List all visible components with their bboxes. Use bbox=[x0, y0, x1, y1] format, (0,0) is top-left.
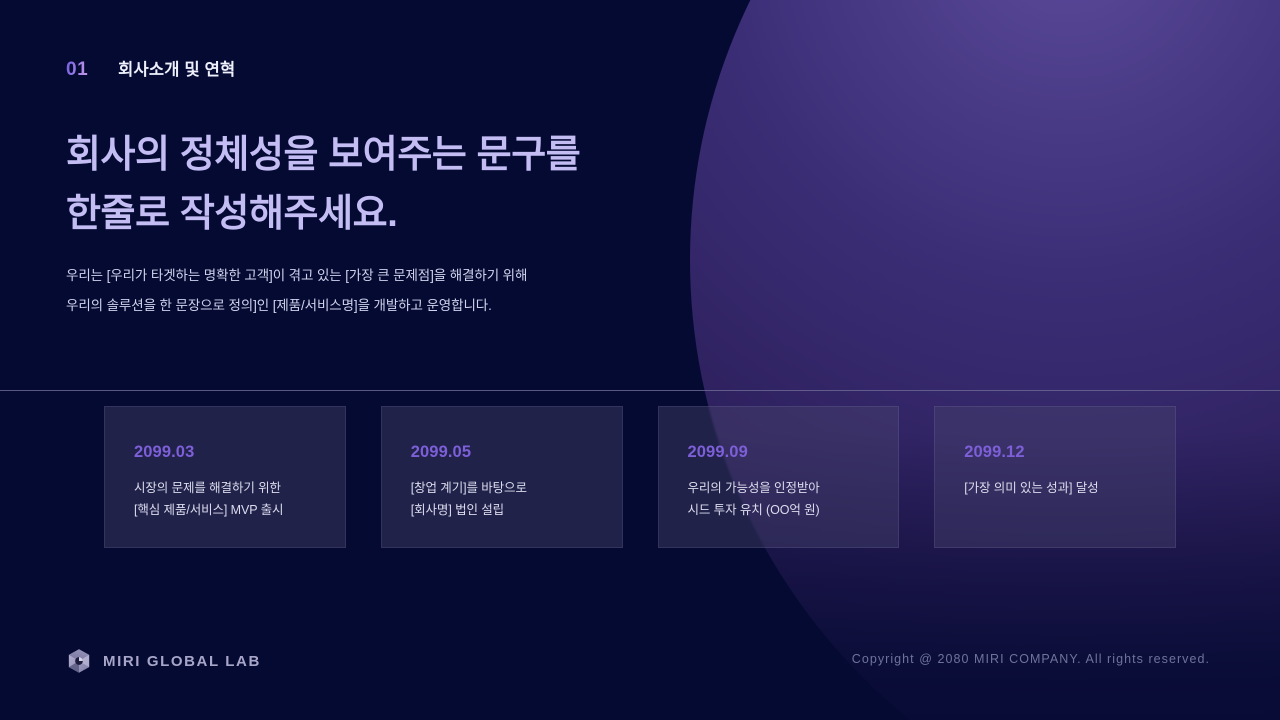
timeline-card-date: 2099.05 bbox=[410, 443, 472, 461]
timeline-card-line-1: 시장의 문제를 해결하기 위한 bbox=[134, 481, 281, 495]
hexagon-aperture-icon bbox=[66, 648, 92, 674]
timeline-card-body: [가장 의미 있는 성과] 달성 bbox=[964, 477, 1146, 499]
brand-name: MIRI GLOBAL LAB bbox=[103, 652, 261, 670]
section-eyebrow: 01 회사소개 및 연혁 bbox=[66, 56, 235, 81]
timeline-card-list: 2099.03 시장의 문제를 해결하기 위한 [핵심 제품/서비스] MVP … bbox=[104, 406, 1176, 548]
timeline-card-date: 2099.09 bbox=[687, 443, 748, 461]
decorative-violet-circle bbox=[690, 0, 1280, 720]
section-divider bbox=[0, 390, 1280, 391]
timeline-card[interactable]: 2099.12 [가장 의미 있는 성과] 달성 bbox=[934, 406, 1176, 548]
timeline-card[interactable]: 2099.09 우리의 가능성을 인정받아 시드 투자 유치 (OO억 원) bbox=[657, 406, 900, 548]
timeline-card-line-2: 시드 투자 유치 (OO억 원) bbox=[687, 503, 820, 518]
section-title: 회사소개 및 연혁 bbox=[118, 61, 236, 79]
section-number: 01 bbox=[66, 59, 89, 80]
lede-paragraph: 우리는 [우리가 타겟하는 명확한 고객]이 겪고 있는 [가장 큰 문제점]을… bbox=[66, 261, 676, 322]
timeline-card-line-2: [핵심 제품/서비스] MVP 출시 bbox=[134, 503, 284, 518]
lede-line-1: 우리는 [우리가 타겟하는 명확한 고객]이 겪고 있는 [가장 큰 문제점]을… bbox=[66, 268, 528, 283]
timeline-card[interactable]: 2099.03 시장의 문제를 해결하기 위한 [핵심 제품/서비스] MVP … bbox=[104, 406, 346, 548]
timeline-card-body: 우리의 가능성을 인정받아 시드 투자 유치 (OO억 원) bbox=[688, 477, 870, 522]
page-title: 회사의 정체성을 보여주는 문구를 한줄로 작성해주세요. bbox=[66, 126, 706, 244]
copyright-text: Copyright @ 2080 MIRI COMPANY. All right… bbox=[851, 652, 1210, 666]
timeline-card-body: [창업 계기]를 바탕으로 [회사명] 법인 설립 bbox=[411, 477, 593, 522]
timeline-card-line-1: 우리의 가능성을 인정받아 bbox=[687, 481, 820, 495]
lede-line-2: 우리의 솔루션을 한 문장으로 정의]인 [제품/서비스명]을 개발하고 운영합… bbox=[66, 298, 492, 314]
timeline-card-body: 시장의 문제를 해결하기 위한 [핵심 제품/서비스] MVP 출시 bbox=[134, 477, 316, 522]
headline-line-1: 회사의 정체성을 보여주는 문구를 bbox=[66, 134, 581, 176]
timeline-card-line-1: [창업 계기]를 바탕으로 bbox=[410, 481, 527, 495]
timeline-card-line-1: [가장 의미 있는 성과] 달성 bbox=[964, 481, 1099, 495]
timeline-card-date: 2099.03 bbox=[134, 443, 195, 461]
headline-line-2: 한줄로 작성해주세요. bbox=[66, 192, 398, 235]
footer-brand: MIRI GLOBAL LAB bbox=[66, 648, 261, 674]
timeline-card[interactable]: 2099.05 [창업 계기]를 바탕으로 [회사명] 법인 설립 bbox=[380, 406, 623, 548]
timeline-card-line-2: [회사명] 법인 설립 bbox=[410, 503, 505, 518]
timeline-card-date: 2099.12 bbox=[964, 443, 1025, 461]
